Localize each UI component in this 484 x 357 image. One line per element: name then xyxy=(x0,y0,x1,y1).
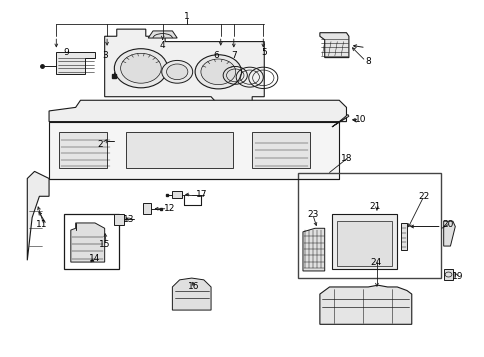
Polygon shape xyxy=(172,191,182,198)
Text: 4: 4 xyxy=(160,41,165,50)
Polygon shape xyxy=(319,285,411,324)
Bar xyxy=(126,132,232,168)
Polygon shape xyxy=(331,115,348,127)
Text: 14: 14 xyxy=(89,254,101,263)
Circle shape xyxy=(161,60,192,83)
Bar xyxy=(59,132,107,168)
Polygon shape xyxy=(172,278,211,310)
Bar xyxy=(298,173,440,278)
Text: 5: 5 xyxy=(261,48,267,57)
Polygon shape xyxy=(400,223,406,250)
Text: 16: 16 xyxy=(188,282,199,291)
Polygon shape xyxy=(49,100,346,122)
Text: 6: 6 xyxy=(212,51,218,60)
Text: 18: 18 xyxy=(340,155,351,164)
Text: 12: 12 xyxy=(164,204,175,213)
Polygon shape xyxy=(71,223,105,262)
Text: 24: 24 xyxy=(369,257,380,267)
Polygon shape xyxy=(302,228,324,271)
Text: 8: 8 xyxy=(364,57,370,66)
Polygon shape xyxy=(56,52,95,74)
Bar xyxy=(252,132,310,168)
Text: 15: 15 xyxy=(99,240,110,249)
Circle shape xyxy=(195,55,241,89)
Circle shape xyxy=(114,49,167,88)
Text: 21: 21 xyxy=(369,202,380,211)
Text: 19: 19 xyxy=(451,272,463,281)
Text: 23: 23 xyxy=(306,210,318,218)
Text: 7: 7 xyxy=(230,51,236,60)
Polygon shape xyxy=(443,221,454,246)
Polygon shape xyxy=(319,33,348,57)
Polygon shape xyxy=(27,171,49,260)
Polygon shape xyxy=(443,269,453,280)
Text: 17: 17 xyxy=(195,190,207,199)
Text: 11: 11 xyxy=(36,220,47,229)
Text: 22: 22 xyxy=(417,192,429,201)
Circle shape xyxy=(121,53,161,83)
Circle shape xyxy=(200,59,235,85)
Text: 13: 13 xyxy=(123,215,135,224)
Polygon shape xyxy=(143,203,151,214)
Polygon shape xyxy=(97,137,107,145)
Text: 9: 9 xyxy=(63,48,69,57)
Polygon shape xyxy=(105,29,264,107)
Polygon shape xyxy=(114,214,124,225)
Bar xyxy=(331,214,396,269)
Bar xyxy=(336,221,392,266)
Polygon shape xyxy=(49,122,338,178)
Text: 10: 10 xyxy=(354,115,366,124)
Bar xyxy=(63,214,119,269)
Text: 1: 1 xyxy=(183,12,189,21)
Text: 2: 2 xyxy=(97,140,103,149)
Text: 3: 3 xyxy=(102,51,107,60)
Polygon shape xyxy=(148,31,177,38)
Text: 20: 20 xyxy=(441,220,453,229)
Circle shape xyxy=(166,64,187,80)
